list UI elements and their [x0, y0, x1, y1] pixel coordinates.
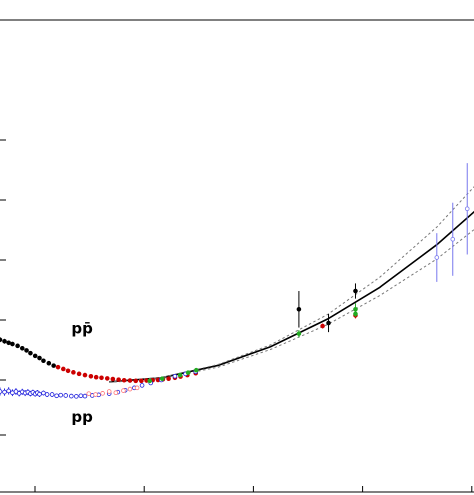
data-point-pp-accelerator [58, 392, 64, 398]
data-point-pp-accelerator [69, 393, 74, 399]
data-point-isr [147, 378, 153, 384]
data-point-collider-pbar-p [296, 306, 302, 312]
data-point-pp-accelerator [41, 390, 46, 396]
data-point-pbar-p-accelerator [55, 364, 61, 370]
data-point-pbar-p-accelerator [110, 376, 116, 382]
fit-curve-band-lower [109, 229, 474, 383]
data-point-pbar-p-accelerator [82, 372, 88, 378]
data-point-pp-accelerator [172, 373, 178, 379]
data-point-isr [177, 372, 183, 378]
data-point-pp-accelerator [74, 394, 79, 399]
data-point-pbar-p-accelerator [166, 376, 171, 382]
data-point-pp-accelerator [54, 393, 59, 399]
data-point-collider-pbar-p [326, 320, 331, 326]
data-point-collider-green [353, 306, 358, 312]
data-point-pp-accelerator [82, 393, 88, 399]
data-point-pp-accelerator [2, 389, 7, 395]
data-point-pbar-p-accelerator [19, 345, 25, 351]
data-point-collider-pbar-p [353, 288, 358, 294]
data-point-pp-accelerator [106, 389, 112, 394]
data-points [0, 163, 470, 399]
data-point-pp-accelerator [139, 383, 145, 388]
fit-curve-band-upper [109, 186, 474, 383]
data-point-cosmic-ray [450, 236, 456, 242]
data-point-pbar-p-accelerator [65, 368, 71, 374]
pbar-p-label: pp̄ [71, 320, 93, 338]
data-point-pbar-p-accelerator [133, 378, 139, 384]
data-point-pbar-p-accelerator [24, 348, 29, 353]
data-point-pbar-p-accelerator [2, 338, 7, 344]
data-point-pbar-p-accelerator [121, 377, 127, 383]
data-point-pbar-p-accelerator [71, 370, 76, 375]
data-point-pbar-p-accelerator [15, 343, 20, 349]
data-point-pp-accelerator [93, 392, 98, 397]
data-point-pbar-p-accelerator [51, 363, 56, 368]
data-point-pp-accelerator [127, 386, 133, 392]
data-point-pp-accelerator [44, 392, 50, 397]
data-point-pbar-p-accelerator [61, 366, 66, 372]
data-point-isr [159, 376, 165, 382]
data-point-collider-green [296, 331, 302, 336]
fit-curve-central [109, 210, 474, 383]
data-point-pbar-p-accelerator [28, 350, 33, 356]
data-point-pp-accelerator [134, 385, 140, 391]
data-point-pp-accelerator [37, 391, 42, 397]
data-point-pbar-p-accelerator [32, 353, 38, 359]
data-point-pbar-p-accelerator [6, 340, 11, 346]
plot-frame [0, 19, 474, 493]
pp-label: pp [71, 408, 93, 426]
data-point-pbar-p-accelerator [10, 341, 15, 347]
data-point-pp-accelerator [6, 388, 11, 394]
data-point-pbar-p-accelerator [88, 373, 94, 379]
data-point-collider-red [320, 323, 325, 329]
data-point-pp-accelerator [121, 388, 126, 393]
data-point-pbar-p-accelerator [76, 371, 82, 377]
data-point-pp-accelerator [86, 391, 92, 396]
data-point-pp-accelerator [63, 393, 69, 398]
data-point-pbar-p-accelerator [46, 360, 52, 366]
data-point-pp-accelerator [113, 390, 119, 396]
data-point-pbar-p-accelerator [93, 374, 99, 380]
data-point-cosmic-ray [434, 255, 440, 260]
data-point-pbar-p-accelerator [127, 378, 133, 383]
data-point-collider-green [353, 311, 358, 317]
data-point-pp-accelerator [0, 389, 3, 394]
data-point-pp-accelerator [78, 393, 84, 399]
data-point-pbar-p-accelerator [116, 377, 121, 382]
data-point-pp-accelerator [100, 391, 105, 396]
data-point-isr [185, 370, 191, 375]
fit-curves [109, 186, 474, 383]
data-point-isr [193, 367, 199, 373]
data-point-pp-accelerator [49, 392, 55, 397]
data-point-cosmic-ray [464, 206, 470, 212]
data-point-pbar-p-accelerator [41, 358, 46, 364]
data-point-pbar-p-accelerator [99, 375, 104, 381]
data-point-pbar-p-accelerator [37, 355, 42, 361]
data-point-pbar-p-accelerator [139, 378, 144, 384]
data-point-pbar-p-accelerator [0, 337, 3, 343]
data-point-pbar-p-accelerator [104, 376, 110, 381]
